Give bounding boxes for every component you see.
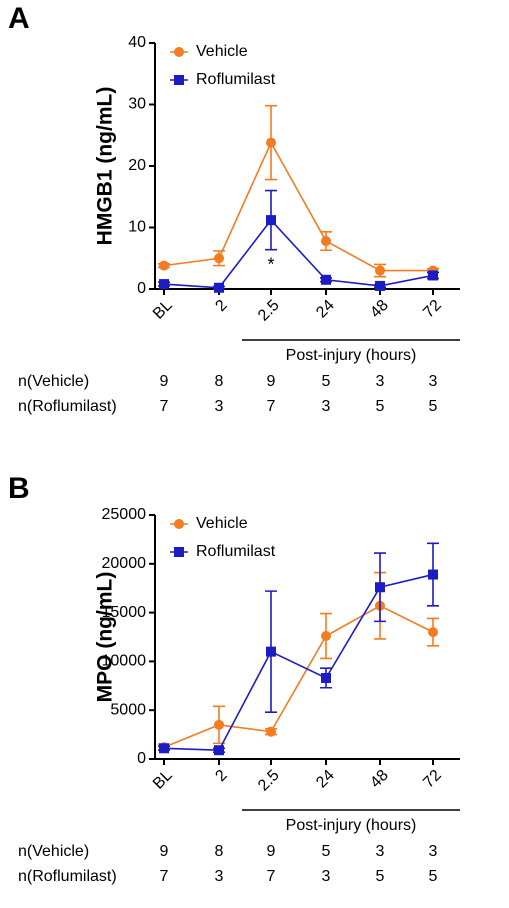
point bbox=[375, 280, 385, 291]
legend-marker bbox=[174, 519, 184, 529]
n-value: 3 bbox=[429, 373, 438, 390]
y-tick-label: 5000 bbox=[110, 701, 146, 718]
n-row-label: n(Roflumilast) bbox=[18, 868, 117, 885]
legend-label: Vehicle bbox=[196, 515, 248, 532]
panel-label: A bbox=[8, 2, 30, 35]
x-axis-label: Post-injury (hours) bbox=[286, 817, 417, 834]
point bbox=[321, 274, 331, 285]
n-value: 7 bbox=[160, 868, 169, 885]
n-value: 9 bbox=[267, 373, 276, 390]
n-value: 9 bbox=[160, 843, 169, 860]
series-line bbox=[163, 604, 434, 749]
x-tick-label: 2 bbox=[212, 297, 230, 315]
point bbox=[159, 743, 169, 754]
y-tick-label: 10000 bbox=[102, 653, 147, 670]
point bbox=[159, 279, 169, 290]
y-tick-label: 15000 bbox=[102, 604, 147, 621]
legend-marker bbox=[174, 75, 184, 85]
y-axis-label: HMGB1 (ng/mL) bbox=[94, 87, 117, 246]
n-value: 3 bbox=[215, 868, 224, 885]
point bbox=[321, 236, 331, 247]
y-tick-label: 0 bbox=[137, 280, 146, 297]
y-axis-label: MPO (ng/mL) bbox=[94, 572, 117, 703]
y-tick-label: 0 bbox=[137, 750, 146, 767]
y-tick-label: 25000 bbox=[102, 506, 147, 523]
y-tick-label: 40 bbox=[128, 34, 146, 51]
n-value: 9 bbox=[160, 373, 169, 390]
series-line bbox=[163, 140, 433, 272]
n-value: 7 bbox=[160, 398, 169, 415]
n-value: 3 bbox=[376, 373, 385, 390]
legend-marker bbox=[174, 547, 184, 557]
point bbox=[214, 253, 224, 264]
series-line bbox=[163, 573, 434, 752]
y-tick-label: 20 bbox=[128, 157, 146, 174]
n-value: 3 bbox=[215, 398, 224, 415]
n-row-label: n(Vehicle) bbox=[18, 843, 89, 860]
point bbox=[321, 631, 331, 642]
point bbox=[214, 719, 224, 730]
legend-label: Roflumilast bbox=[196, 543, 276, 560]
n-value: 3 bbox=[429, 843, 438, 860]
n-value: 9 bbox=[267, 843, 276, 860]
point bbox=[428, 569, 438, 580]
x-tick-label: 24 bbox=[313, 767, 338, 792]
annotation: * bbox=[267, 254, 274, 274]
panel-label: B bbox=[8, 472, 30, 505]
n-value: 5 bbox=[322, 373, 331, 390]
point bbox=[266, 137, 276, 148]
y-tick-label: 10 bbox=[128, 219, 146, 236]
legend-marker bbox=[174, 47, 184, 57]
x-tick-label: BL bbox=[150, 297, 176, 323]
n-value: 3 bbox=[322, 398, 331, 415]
x-tick-label: 48 bbox=[367, 767, 392, 792]
point bbox=[266, 215, 276, 226]
point bbox=[266, 726, 276, 737]
point bbox=[428, 270, 438, 281]
point bbox=[375, 582, 385, 593]
legend-label: Roflumilast bbox=[196, 71, 276, 88]
n-value: 3 bbox=[322, 868, 331, 885]
n-value: 5 bbox=[429, 868, 438, 885]
n-value: 3 bbox=[376, 843, 385, 860]
n-value: 8 bbox=[215, 843, 224, 860]
n-value: 5 bbox=[429, 398, 438, 415]
x-tick-label: BL bbox=[150, 767, 176, 793]
x-tick-label: 48 bbox=[367, 297, 392, 322]
n-value: 5 bbox=[376, 868, 385, 885]
point bbox=[214, 282, 224, 293]
x-tick-label: 72 bbox=[420, 297, 445, 322]
point bbox=[214, 745, 224, 756]
n-value: 7 bbox=[267, 398, 276, 415]
n-value: 5 bbox=[322, 843, 331, 860]
y-tick-label: 30 bbox=[128, 96, 146, 113]
x-axis-label: Post-injury (hours) bbox=[286, 347, 417, 364]
n-value: 7 bbox=[267, 868, 276, 885]
point bbox=[159, 260, 169, 271]
x-tick-label: 72 bbox=[420, 767, 445, 792]
series-line bbox=[163, 218, 434, 289]
point bbox=[266, 646, 276, 657]
n-value: 8 bbox=[215, 373, 224, 390]
x-tick-label: 2.5 bbox=[255, 767, 283, 795]
x-tick-label: 24 bbox=[313, 297, 338, 322]
point bbox=[375, 265, 385, 276]
n-row-label: n(Roflumilast) bbox=[18, 398, 117, 415]
point bbox=[428, 627, 438, 638]
point bbox=[321, 672, 331, 683]
legend-label: Vehicle bbox=[196, 43, 248, 60]
x-tick-label: 2 bbox=[212, 767, 230, 785]
n-value: 5 bbox=[376, 398, 385, 415]
n-row-label: n(Vehicle) bbox=[18, 373, 89, 390]
x-tick-label: 2.5 bbox=[255, 297, 283, 325]
y-tick-label: 20000 bbox=[102, 555, 147, 572]
